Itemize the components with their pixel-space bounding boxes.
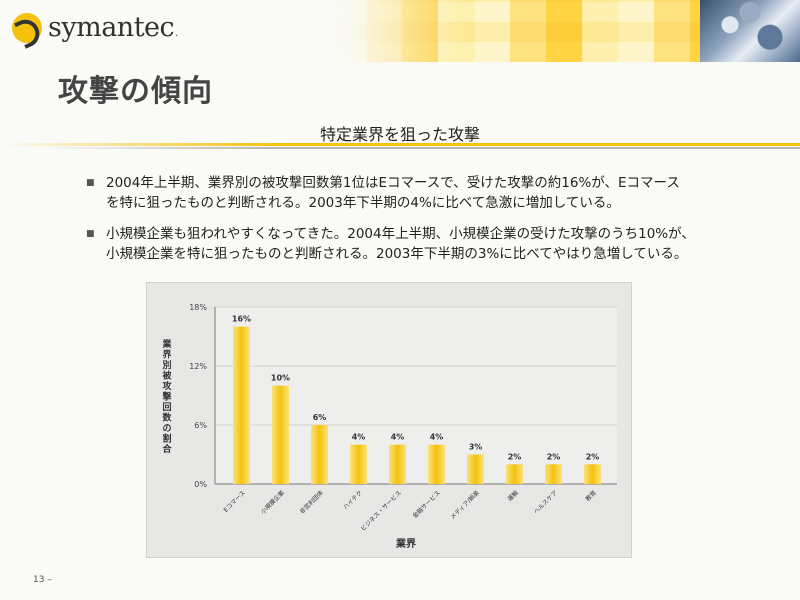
header-banner: symantec . [0, 0, 800, 62]
bullet-square-icon: ■ [86, 178, 95, 188]
logo-text: symantec [48, 12, 175, 43]
bar [467, 454, 484, 484]
bar [389, 444, 406, 484]
data-label: 2% [508, 452, 522, 461]
y-tick-label: 6% [194, 421, 207, 430]
bullet-line: 2004年上半期、業界別の被攻撃回数第1位はEコマースで、受けた攻撃の約16%が… [106, 175, 680, 191]
x-tick-label: 小規模企業 [259, 489, 286, 516]
bullet-square-icon: ■ [86, 229, 95, 239]
bullet-item: ■ 2004年上半期、業界別の被攻撃回数第1位はEコマースで、受けた攻撃の約16… [86, 173, 766, 213]
y-axis-label: 業界別被攻撃回数の割合 [161, 338, 172, 455]
bar [311, 425, 328, 484]
data-label: 3% [469, 443, 483, 452]
data-label: 16% [232, 315, 251, 324]
slide-subtitle: 特定業界を狙った攻撃 [319, 125, 480, 144]
x-tick-label: メディア/娯楽 [449, 489, 481, 521]
bar [233, 326, 250, 484]
bullet-line: 小規模企業を特に狙ったものと判断される。2003年下半期の3%に比べてやはり急増… [106, 246, 688, 262]
y-tick-label: 0% [194, 480, 207, 489]
x-tick-label: 金融サービス [411, 489, 442, 520]
symantec-logo: symantec . [12, 12, 178, 43]
data-label: 4% [352, 433, 366, 442]
subtitle-divider [0, 143, 800, 153]
x-axis-label: 業界 [395, 537, 416, 550]
x-tick-label: 運輸 [506, 489, 520, 503]
chart-svg: 0% 6% 12% 18% 16% Eコマース 10% 小規模企業 6% 非営利団体 4% ハイテク 4… [161, 303, 617, 550]
bar-chart: 0% 6% 12% 18% 16% Eコマース 10% 小規模企業 6% 非営利団体 4% ハイテク 4… [146, 282, 632, 558]
bar [272, 385, 289, 484]
y-tick-label: 12% [189, 362, 207, 371]
bar [428, 444, 445, 484]
x-tick-label: 教育 [584, 489, 598, 503]
data-label: 2% [586, 452, 600, 461]
x-tick-label: ハイテク [342, 489, 364, 511]
bullet-line: 小規模企業も狙われやすくなってきた。2004年上半期、小規模企業の受けた攻撃のう… [106, 226, 695, 242]
banner-photo [700, 0, 800, 62]
data-label: 2% [547, 452, 561, 461]
bullet-text: 小規模企業も狙われやすくなってきた。2004年上半期、小規模企業の受けた攻撃のう… [106, 224, 766, 264]
data-label: 10% [271, 374, 290, 383]
bar [506, 464, 523, 484]
y-tick-label: 18% [189, 303, 207, 312]
bullet-item: ■ 小規模企業も狙われやすくなってきた。2004年上半期、小規模企業の受けた攻撃… [86, 224, 766, 264]
bar [545, 464, 562, 484]
logo-mark-icon [12, 12, 42, 43]
x-tick-label: Eコマース [223, 489, 247, 513]
x-tick-label: ヘルスケア [533, 489, 559, 515]
data-label: 4% [391, 433, 405, 442]
x-tick-label: 非営利団体 [298, 489, 325, 516]
slide-title: 攻撃の傾向 [58, 74, 213, 109]
divider-yellow-line [0, 143, 800, 146]
bar [350, 444, 367, 484]
bullet-list: ■ 2004年上半期、業界別の被攻撃回数第1位はEコマースで、受けた攻撃の約16… [86, 173, 766, 275]
logo-dot: . [175, 28, 179, 39]
bullet-line: を特に狙ったものと判断される。2003年下半期の4%に比べて急激に増加している。 [106, 195, 620, 211]
divider-gray-line [40, 147, 800, 149]
x-tick-label: ビジネス・サービス [359, 489, 403, 533]
data-label: 6% [313, 413, 327, 422]
bullet-text: 2004年上半期、業界別の被攻撃回数第1位はEコマースで、受けた攻撃の約16%が… [106, 173, 766, 213]
data-label: 4% [430, 433, 444, 442]
page-number: 13 – [33, 575, 52, 585]
bar [584, 464, 601, 484]
